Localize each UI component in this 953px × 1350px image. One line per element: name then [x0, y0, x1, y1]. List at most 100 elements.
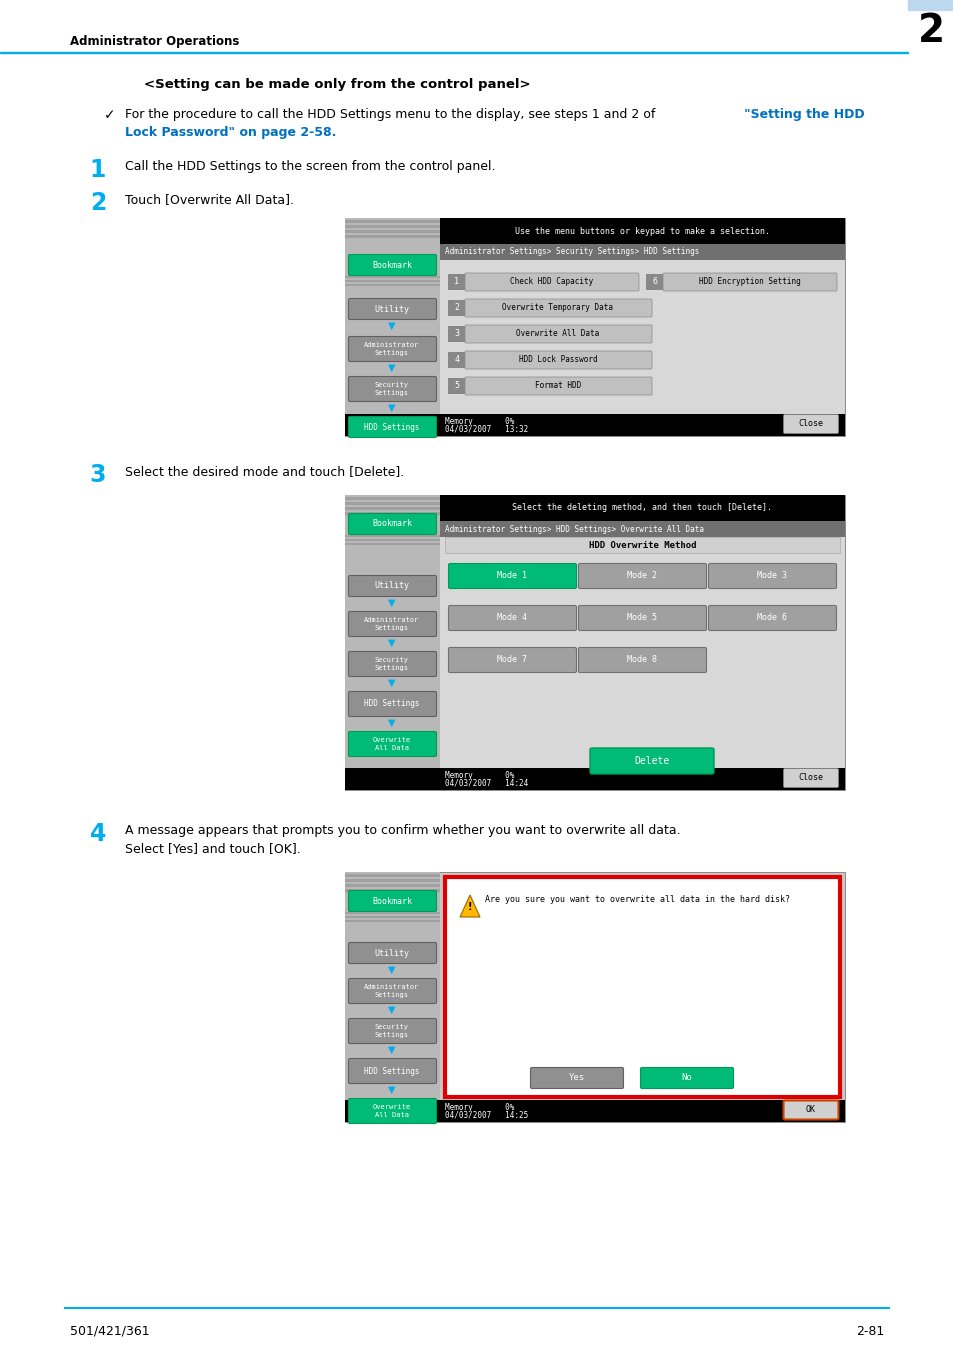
FancyBboxPatch shape	[348, 1099, 436, 1123]
Text: Administrator Settings> Security Settings> HDD Settings: Administrator Settings> Security Setting…	[444, 247, 699, 256]
Bar	[345, 275, 439, 278]
Text: Overwrite
All Data: Overwrite All Data	[373, 1104, 411, 1118]
Text: !: !	[467, 902, 472, 913]
FancyBboxPatch shape	[578, 648, 706, 672]
Text: Are you sure you want to overwrite all data in the hard disk?: Are you sure you want to overwrite all d…	[484, 895, 789, 905]
Bar	[345, 911, 439, 914]
Bar	[345, 915, 439, 918]
FancyBboxPatch shape	[348, 336, 436, 362]
Bar	[345, 235, 439, 238]
FancyBboxPatch shape	[348, 1058, 436, 1084]
FancyBboxPatch shape	[348, 513, 436, 535]
Text: 1: 1	[454, 278, 459, 286]
FancyBboxPatch shape	[782, 1100, 838, 1119]
Bar	[345, 872, 844, 1122]
Text: 3: 3	[454, 329, 459, 339]
Text: Overwrite All Data: Overwrite All Data	[516, 329, 599, 339]
Text: Memory       0%: Memory 0%	[444, 417, 514, 425]
Text: ▼: ▼	[388, 1004, 395, 1015]
FancyBboxPatch shape	[464, 377, 651, 396]
Bar	[448, 300, 465, 316]
FancyBboxPatch shape	[578, 563, 706, 589]
Text: Mode 8: Mode 8	[627, 656, 657, 664]
FancyBboxPatch shape	[708, 563, 836, 589]
Text: Call the HDD Settings to the screen from the control panel.: Call the HDD Settings to the screen from…	[125, 161, 495, 173]
Text: No: No	[680, 1073, 692, 1083]
Text: Memory       0%: Memory 0%	[444, 771, 514, 779]
Text: Mode 6: Mode 6	[757, 613, 786, 622]
Bar	[345, 217, 844, 436]
Bar	[448, 378, 465, 394]
FancyBboxPatch shape	[578, 606, 706, 630]
FancyBboxPatch shape	[348, 1018, 436, 1044]
FancyBboxPatch shape	[464, 273, 639, 292]
Bar	[439, 217, 844, 244]
Text: Utility: Utility	[375, 305, 409, 313]
FancyBboxPatch shape	[708, 606, 836, 630]
FancyBboxPatch shape	[348, 612, 436, 636]
Bar	[345, 512, 439, 514]
Bar	[345, 284, 439, 286]
Text: HDD Settings: HDD Settings	[364, 1066, 419, 1076]
Text: Security
Settings: Security Settings	[375, 382, 409, 396]
Text: Select the desired mode and touch [Delete].: Select the desired mode and touch [Delet…	[125, 464, 404, 478]
Text: HDD Lock Password: HDD Lock Password	[518, 355, 597, 364]
FancyBboxPatch shape	[348, 575, 436, 597]
Text: 501/421/361: 501/421/361	[70, 1324, 150, 1338]
FancyBboxPatch shape	[348, 377, 436, 401]
Text: Administrator
Settings: Administrator Settings	[364, 617, 419, 630]
FancyBboxPatch shape	[348, 942, 436, 964]
Text: Overwrite Temporary Data: Overwrite Temporary Data	[502, 304, 613, 312]
Text: Check HDD Capacity: Check HDD Capacity	[510, 278, 593, 286]
Bar	[345, 502, 439, 505]
Text: Format HDD: Format HDD	[535, 382, 580, 390]
Bar	[444, 878, 840, 1098]
Text: HDD Settings: HDD Settings	[364, 423, 419, 432]
Text: Close: Close	[798, 420, 822, 428]
Bar	[345, 890, 439, 892]
Text: 04/03/2007   14:24: 04/03/2007 14:24	[444, 779, 528, 787]
Text: Bookmark: Bookmark	[372, 261, 412, 270]
Text: Select the deleting method, and then touch [Delete].: Select the deleting method, and then tou…	[512, 504, 772, 513]
Bar	[345, 1100, 844, 1122]
Bar	[345, 543, 439, 545]
Text: 04/03/2007   13:32: 04/03/2007 13:32	[444, 424, 528, 433]
FancyBboxPatch shape	[782, 414, 838, 433]
Text: 5: 5	[454, 382, 459, 390]
Text: ▼: ▼	[388, 1045, 395, 1054]
FancyBboxPatch shape	[348, 979, 436, 1003]
Bar	[345, 539, 439, 541]
Text: Bookmark: Bookmark	[372, 520, 412, 528]
Text: ▼: ▼	[388, 678, 395, 688]
Bar	[345, 225, 439, 228]
Bar	[448, 274, 465, 290]
Bar	[448, 352, 465, 369]
Bar	[345, 217, 439, 436]
Text: ▼: ▼	[388, 965, 395, 975]
Bar	[345, 919, 439, 922]
Text: ▼: ▼	[388, 1085, 395, 1095]
FancyBboxPatch shape	[348, 255, 436, 275]
Text: 2-81: 2-81	[855, 1324, 883, 1338]
Bar	[345, 872, 439, 1122]
Text: ▼: ▼	[388, 639, 395, 648]
Text: Memory       0%: Memory 0%	[444, 1103, 514, 1111]
Text: HDD Overwrite Method: HDD Overwrite Method	[588, 540, 696, 549]
Bar	[345, 497, 439, 500]
Text: OK: OK	[805, 1106, 815, 1115]
Text: 4: 4	[454, 355, 459, 364]
Bar	[345, 220, 439, 223]
Text: Administrator Settings> HDD Settings> Overwrite All Data: Administrator Settings> HDD Settings> Ov…	[444, 525, 703, 533]
Bar	[345, 768, 844, 790]
Text: ▼: ▼	[388, 598, 395, 608]
FancyBboxPatch shape	[348, 652, 436, 676]
Text: "Setting the HDD: "Setting the HDD	[743, 108, 863, 122]
FancyBboxPatch shape	[639, 1068, 733, 1088]
FancyBboxPatch shape	[464, 298, 651, 317]
Text: Utility: Utility	[375, 582, 409, 590]
FancyBboxPatch shape	[589, 748, 713, 774]
Text: Mode 7: Mode 7	[497, 656, 527, 664]
Bar	[645, 274, 663, 290]
Text: 4: 4	[90, 822, 106, 846]
FancyBboxPatch shape	[464, 351, 651, 369]
